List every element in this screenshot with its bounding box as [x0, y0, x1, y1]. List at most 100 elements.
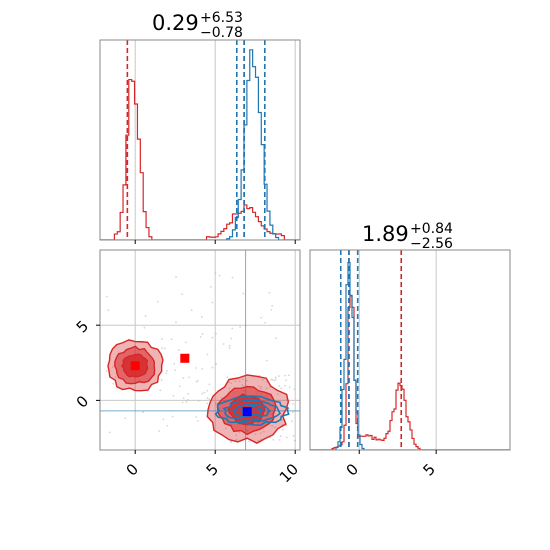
sample-point	[214, 272, 217, 274]
sample-point	[105, 295, 108, 298]
sample-point	[214, 403, 217, 405]
sample-point	[174, 369, 176, 372]
sample-point	[159, 389, 162, 392]
top-histogram-series	[100, 49, 300, 240]
sample-point	[262, 430, 265, 433]
sample-point	[187, 393, 190, 395]
sample-point	[287, 374, 290, 377]
right-title-value: 1.89	[362, 222, 409, 246]
sample-point	[188, 376, 190, 379]
sample-point	[228, 347, 231, 349]
marker-square	[130, 361, 140, 371]
sample-point	[271, 304, 274, 307]
sample-point	[195, 416, 198, 419]
sample-point	[211, 366, 214, 369]
contour-panel: 0 5 10 0 5	[73, 249, 302, 486]
sample-point	[278, 385, 281, 388]
sample-point	[175, 276, 177, 278]
sample-point	[260, 316, 263, 319]
sample-point	[280, 387, 282, 390]
sample-point	[265, 359, 268, 362]
sample-point	[241, 378, 244, 381]
sample-point	[292, 434, 295, 437]
sample-point	[293, 388, 296, 390]
sample-point	[224, 427, 227, 430]
sample-point	[222, 343, 225, 345]
sample-point	[215, 363, 218, 366]
sample-point	[293, 439, 296, 442]
sample-point	[277, 375, 280, 377]
top-title-lower: −0.78	[200, 25, 243, 41]
sample-point	[161, 337, 163, 340]
sample-point	[165, 372, 168, 375]
sample-point	[186, 399, 189, 401]
sample-point	[235, 438, 238, 441]
sample-point	[170, 338, 173, 341]
sample-point	[257, 385, 260, 388]
sample-point	[166, 370, 168, 372]
sample-point	[274, 378, 277, 381]
sample-point	[211, 336, 214, 339]
sample-point	[248, 440, 251, 443]
sample-point	[143, 326, 146, 329]
sample-point	[177, 349, 180, 352]
right-x-tick-label: 0	[343, 460, 362, 479]
sample-point	[276, 393, 279, 396]
sample-point	[114, 376, 117, 379]
sample-point	[200, 316, 203, 318]
sample-point	[142, 411, 144, 414]
sample-point	[281, 428, 284, 431]
sample-point	[178, 385, 181, 388]
sample-point	[230, 337, 233, 340]
marker-square	[242, 407, 252, 417]
marker-square	[180, 353, 190, 363]
sample-point	[206, 402, 209, 405]
sample-point	[175, 321, 177, 324]
sample-point	[203, 391, 206, 394]
sample-point	[181, 293, 183, 296]
sample-point	[238, 380, 241, 383]
sample-point	[107, 309, 110, 312]
sample-point	[166, 424, 169, 427]
right-histogram-series	[310, 294, 510, 450]
sample-point	[230, 382, 233, 385]
contour-x-tick-label: 10	[276, 460, 302, 486]
sample-point	[208, 398, 211, 400]
sample-point	[234, 380, 237, 382]
sample-point	[241, 384, 244, 386]
sample-point	[290, 420, 293, 423]
sample-point	[105, 370, 108, 372]
sample-point	[182, 377, 185, 379]
top-histogram-title: 0.29 +6.53 −0.78	[152, 10, 243, 41]
sample-point	[259, 387, 262, 390]
sample-point	[158, 430, 161, 432]
sample-point	[285, 424, 288, 427]
sample-point	[271, 424, 274, 427]
sample-point	[206, 389, 209, 392]
sample-point	[201, 367, 204, 370]
sample-point	[238, 431, 241, 434]
sample-point	[270, 308, 273, 311]
sample-point	[254, 433, 257, 436]
sample-point	[284, 385, 286, 387]
sample-point	[185, 400, 188, 403]
right-histogram-title: 1.89 +0.84 −2.56	[362, 221, 453, 252]
sample-point	[211, 301, 214, 304]
sample-point	[258, 374, 261, 377]
sample-point	[171, 415, 174, 418]
sample-point	[273, 412, 276, 415]
sample-point	[161, 347, 163, 349]
sample-point	[228, 381, 230, 384]
sample-point	[220, 396, 223, 399]
sample-point	[231, 327, 234, 330]
sample-point	[291, 411, 294, 413]
sample-point	[181, 401, 184, 404]
top-histogram-panel	[99, 39, 301, 244]
sample-point	[274, 426, 276, 429]
sample-point	[215, 332, 217, 335]
sample-point	[218, 274, 221, 277]
sample-point	[230, 440, 233, 443]
sample-point	[259, 432, 262, 435]
sample-point	[261, 379, 264, 381]
